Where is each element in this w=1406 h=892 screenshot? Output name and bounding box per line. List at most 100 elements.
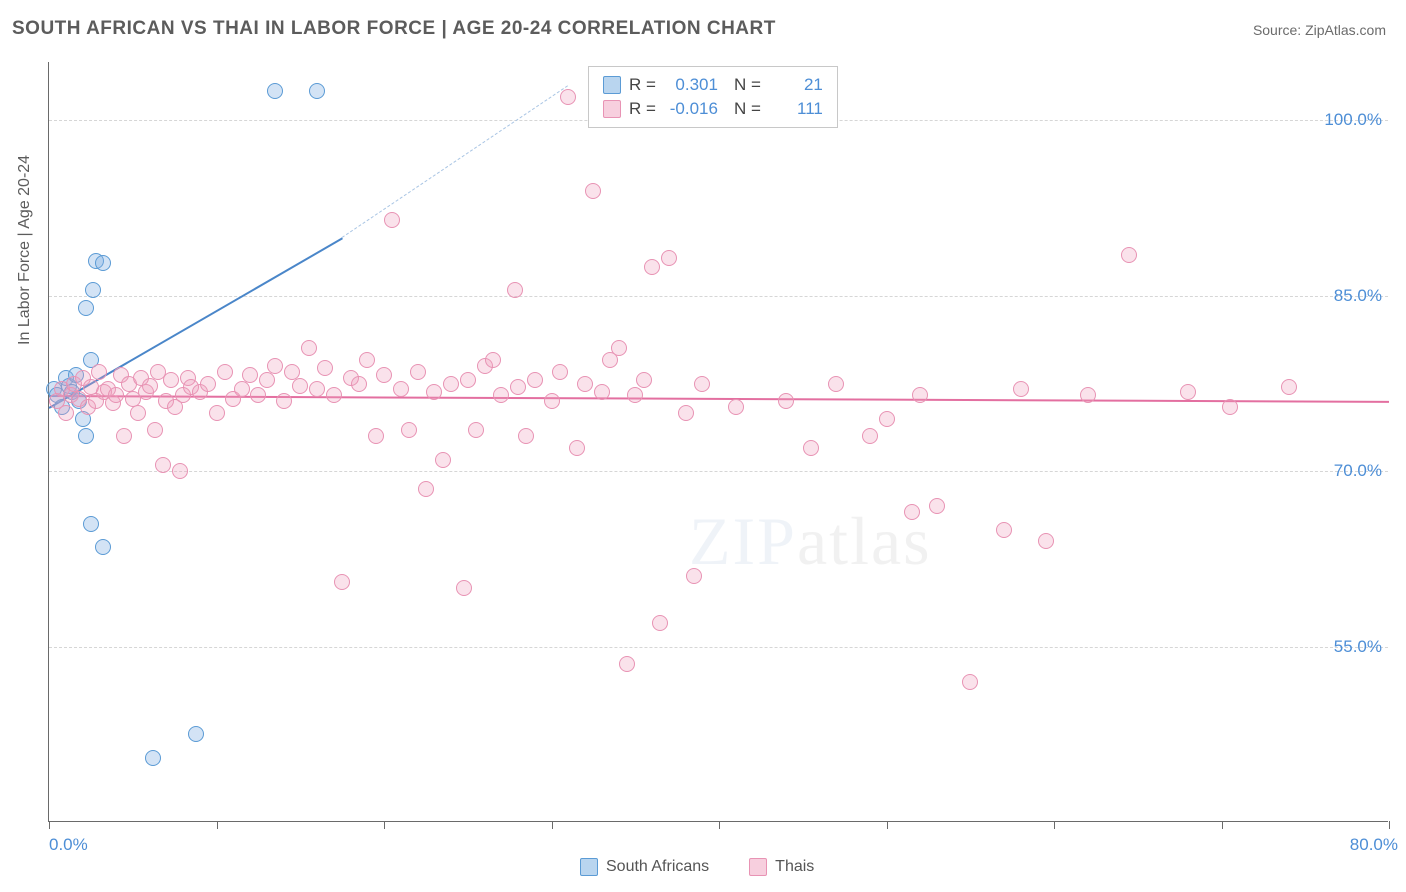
data-point: [678, 405, 694, 421]
data-point: [485, 352, 501, 368]
data-point: [962, 674, 978, 690]
stats-row-blue: R = 0.301 N = 21: [603, 73, 823, 97]
data-point: [468, 422, 484, 438]
data-point: [879, 411, 895, 427]
data-point: [309, 83, 325, 99]
data-point: [267, 358, 283, 374]
data-point: [510, 379, 526, 395]
ytick-label: 85.0%: [1334, 286, 1382, 306]
data-point: [929, 498, 945, 514]
swatch-pink-icon: [603, 100, 621, 118]
data-point: [1121, 247, 1137, 263]
data-point: [376, 367, 392, 383]
data-point: [85, 282, 101, 298]
ytick-label: 70.0%: [1334, 461, 1382, 481]
data-point: [368, 428, 384, 444]
data-point: [83, 516, 99, 532]
data-point: [393, 381, 409, 397]
y-axis-title: In Labor Force | Age 20-24: [16, 155, 34, 345]
watermark: ZIPatlas: [689, 502, 932, 581]
data-point: [276, 393, 292, 409]
data-point: [200, 376, 216, 392]
data-point: [862, 428, 878, 444]
data-point: [188, 726, 204, 742]
correlation-chart: SOUTH AFRICAN VS THAI IN LABOR FORCE | A…: [0, 0, 1406, 892]
chart-title: SOUTH AFRICAN VS THAI IN LABOR FORCE | A…: [12, 18, 776, 40]
stat-r-value: 0.301: [664, 75, 718, 95]
data-point: [518, 428, 534, 444]
data-point: [507, 282, 523, 298]
data-point: [560, 89, 576, 105]
data-point: [585, 183, 601, 199]
data-point: [58, 405, 74, 421]
data-point: [661, 250, 677, 266]
data-point: [493, 387, 509, 403]
gridline: [49, 296, 1388, 297]
data-point: [1222, 399, 1238, 415]
data-point: [460, 372, 476, 388]
data-point: [142, 378, 158, 394]
stat-n-value: 21: [769, 75, 823, 95]
data-point: [1281, 379, 1297, 395]
data-point: [401, 422, 417, 438]
data-point: [1180, 384, 1196, 400]
data-point: [619, 656, 635, 672]
data-point: [527, 372, 543, 388]
xtick-mark: [1054, 821, 1055, 829]
xaxis-start-label: 0.0%: [49, 835, 88, 855]
watermark-zip: ZIP: [689, 503, 797, 579]
data-point: [384, 212, 400, 228]
data-point: [95, 255, 111, 271]
data-point: [78, 428, 94, 444]
data-point: [130, 405, 146, 421]
xaxis-end-label: 80.0%: [1350, 835, 1398, 855]
data-point: [259, 372, 275, 388]
data-point: [828, 376, 844, 392]
plot-area: ZIPatlas 55.0%70.0%85.0%100.0%0.0%80.0%: [48, 62, 1388, 822]
xtick-mark: [887, 821, 888, 829]
legend-label: Thais: [775, 858, 814, 876]
swatch-blue-icon: [580, 858, 598, 876]
data-point: [644, 259, 660, 275]
data-point: [108, 387, 124, 403]
stat-r-label: R =: [629, 99, 656, 119]
data-point: [301, 340, 317, 356]
data-point: [334, 574, 350, 590]
data-point: [694, 376, 710, 392]
data-point: [443, 376, 459, 392]
gridline: [49, 647, 1388, 648]
xtick-mark: [1222, 821, 1223, 829]
data-point: [209, 405, 225, 421]
data-point: [426, 384, 442, 400]
chart-source: Source: ZipAtlas.com: [1253, 22, 1386, 38]
bottom-legend: South Africans Thais: [580, 858, 814, 876]
data-point: [326, 387, 342, 403]
xtick-mark: [217, 821, 218, 829]
data-point: [686, 568, 702, 584]
data-point: [778, 393, 794, 409]
legend-item-thais: Thais: [749, 858, 814, 876]
data-point: [1080, 387, 1096, 403]
data-point: [155, 457, 171, 473]
data-point: [611, 340, 627, 356]
data-point: [904, 504, 920, 520]
data-point: [996, 522, 1012, 538]
data-point: [91, 364, 107, 380]
data-point: [1013, 381, 1029, 397]
xtick-mark: [384, 821, 385, 829]
gridline: [49, 471, 1388, 472]
data-point: [147, 422, 163, 438]
data-point: [234, 381, 250, 397]
stat-n-label: N =: [734, 99, 761, 119]
data-point: [292, 378, 308, 394]
ytick-label: 55.0%: [1334, 637, 1382, 657]
stat-r-label: R =: [629, 75, 656, 95]
data-point: [95, 539, 111, 555]
swatch-blue-icon: [603, 76, 621, 94]
data-point: [317, 360, 333, 376]
stat-n-value: 111: [769, 99, 823, 119]
legend-item-south-africans: South Africans: [580, 858, 709, 876]
xtick-mark: [552, 821, 553, 829]
data-point: [309, 381, 325, 397]
stats-legend: R = 0.301 N = 21 R = -0.016 N = 111: [588, 66, 838, 128]
